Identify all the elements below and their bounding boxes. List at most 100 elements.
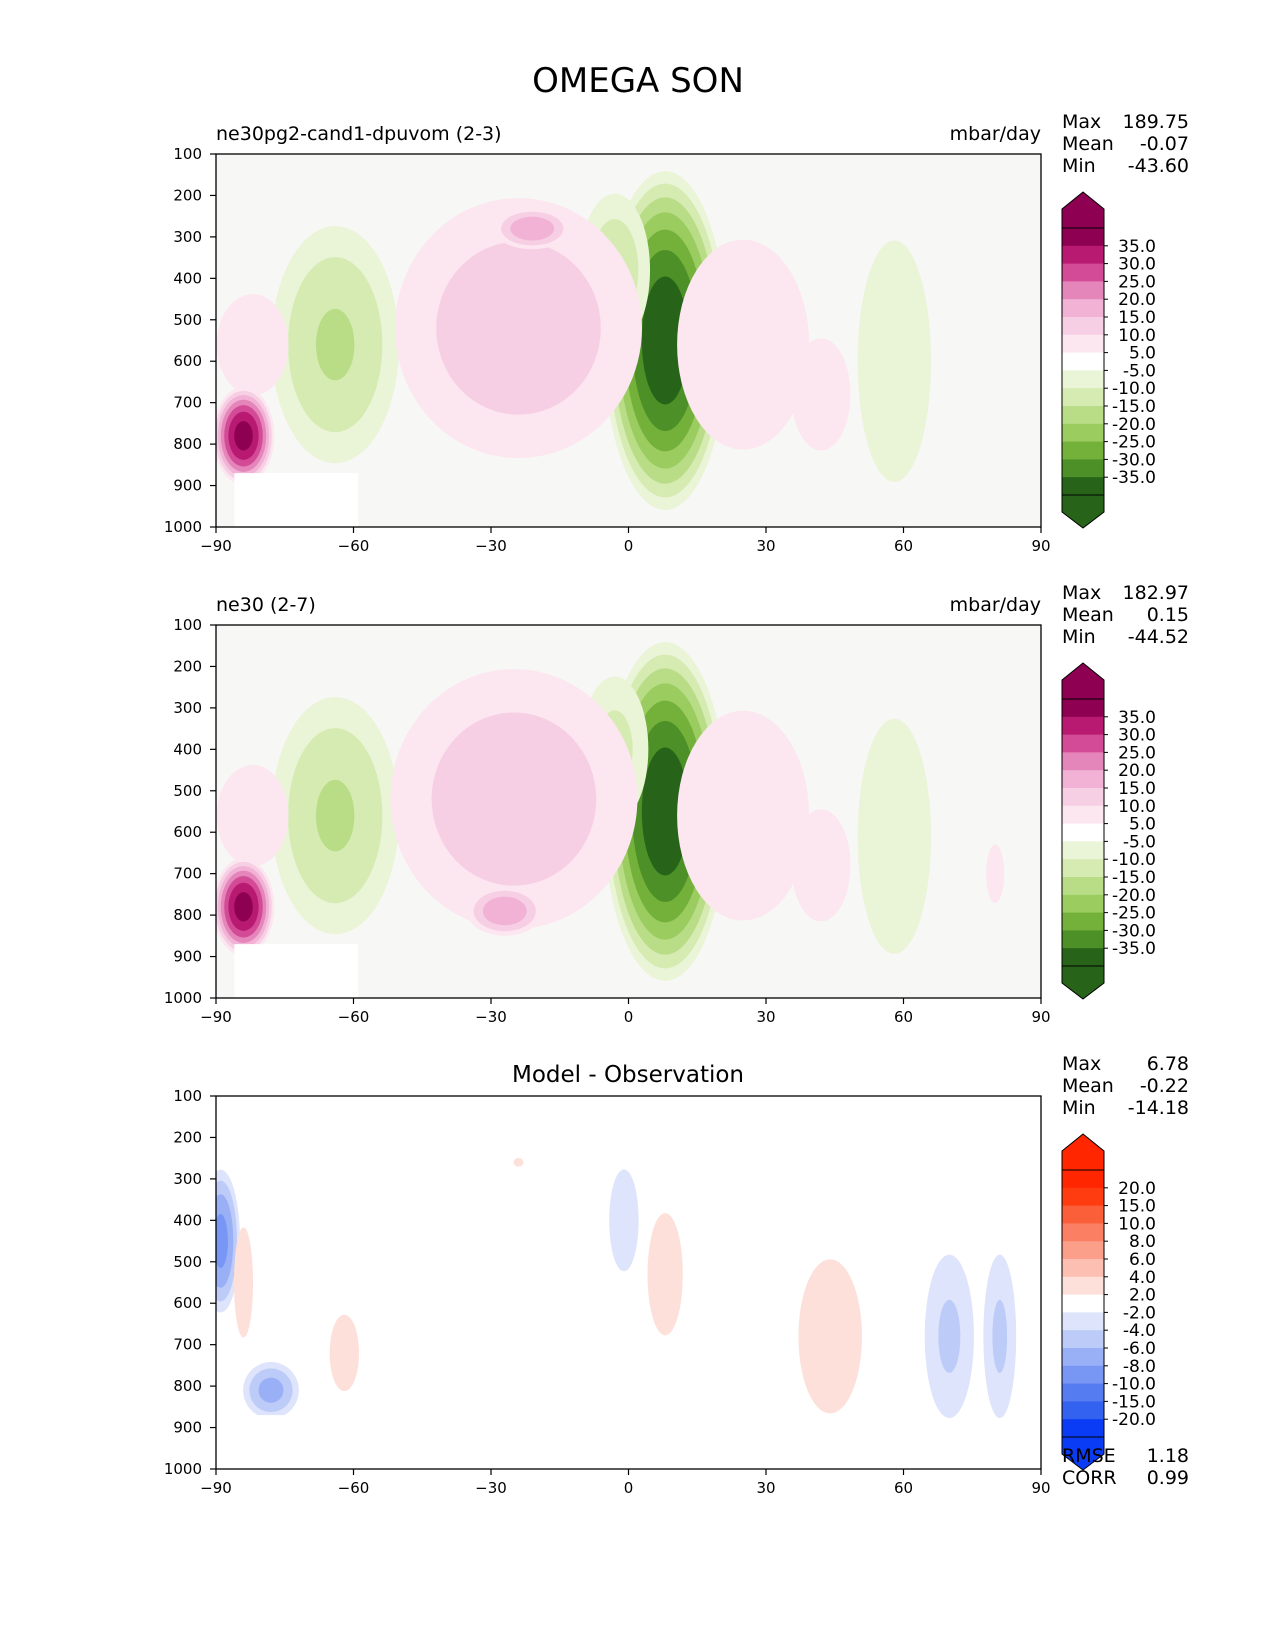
stat-label: Mean: [1062, 133, 1114, 155]
y-tick-label: 1000: [164, 1460, 202, 1478]
y-tick-label: 900: [173, 1419, 202, 1437]
panel-reference: ne30 (2-7) mbar/day −90 −60 −30 0 30 60 90 100 2…: [164, 582, 1189, 1026]
contour-band: [609, 1169, 639, 1272]
colorbar-band: [1062, 859, 1104, 878]
x-tick-label: 90: [1031, 537, 1050, 555]
positive-anomaly-4: [395, 198, 642, 458]
colorbar-label: 35.0: [1118, 708, 1156, 728]
colorbar-label: -25.0: [1112, 904, 1156, 924]
colorbar-label: -5.0: [1123, 832, 1156, 852]
colorbar-band: [1062, 1365, 1104, 1384]
x-tick-label: −30: [475, 537, 507, 555]
x-tick-label: 30: [756, 1008, 775, 1026]
contour-band: [510, 216, 555, 241]
stat-value: -0.07: [1140, 133, 1189, 155]
colorbar-label: -15.0: [1112, 868, 1156, 888]
units-label: mbar/day: [950, 123, 1041, 145]
colorbar-label: 20.0: [1118, 761, 1156, 781]
colorbar-band: [1062, 788, 1104, 807]
colorbar-label: 25.0: [1118, 743, 1156, 763]
y-tick-label: 500: [173, 1253, 202, 1271]
colorbar-label: 25.0: [1118, 272, 1156, 292]
colorbar-band: [1062, 352, 1104, 371]
colorbar-band: [1062, 805, 1104, 824]
stat-value: 189.75: [1123, 111, 1189, 133]
colorbar-label: 30.0: [1118, 726, 1156, 746]
x-tick-label: −60: [338, 537, 370, 555]
y-tick-label: 500: [173, 311, 202, 329]
colorbar-band: [1062, 299, 1104, 318]
y-tick-label: 200: [173, 186, 202, 204]
contour-band: [329, 1314, 360, 1392]
y-tick-label: 600: [173, 352, 202, 370]
stat-label: Mean: [1062, 604, 1114, 626]
colorbar-max-extension: [1061, 1133, 1105, 1171]
colorbar-label: 15.0: [1118, 1197, 1156, 1217]
masked-region: [216, 1415, 349, 1469]
axis-ticks: −90 −60 −30 0 30 60 90 100 200 300 400 500 600 700 800…: [164, 1087, 1051, 1497]
y-tick-label: 900: [173, 477, 202, 495]
positive-anomaly-5: [647, 1213, 683, 1336]
x-tick-label: −90: [200, 1479, 232, 1497]
panel-title: ne30pg2-cand1-dpuvom (2-3): [216, 123, 502, 145]
plot-area-background: [216, 1096, 1041, 1469]
stat-label: Max: [1062, 582, 1101, 604]
colorbar-band: [1062, 1276, 1104, 1295]
colorbar-band: [1062, 1312, 1104, 1331]
colorbar-band: [1062, 1223, 1104, 1242]
contour-band: [216, 765, 289, 867]
y-tick-label: 100: [173, 145, 202, 163]
x-tick-label: −90: [200, 1008, 232, 1026]
stats-block: Max 182.97 Mean 0.15 Min -44.52: [1062, 582, 1189, 648]
positive-anomaly-7: [791, 809, 851, 922]
colorbar-max-extension: [1061, 191, 1105, 229]
colorbar: 20.015.010.08.06.04.02.0-2.0-4.0-6.0-8.0…: [1061, 1133, 1156, 1471]
stat-label: Mean: [1062, 1075, 1114, 1097]
x-tick-label: 60: [894, 1479, 913, 1497]
positive-anomaly-10: [216, 857, 275, 956]
contour-band: [258, 1377, 284, 1403]
colorbar-label: 35.0: [1118, 237, 1156, 257]
y-tick-label: 400: [173, 269, 202, 287]
negative-anomaly-7: [924, 1254, 974, 1419]
positive-anomaly-6: [798, 1259, 862, 1414]
y-tick-label: 800: [173, 1377, 202, 1395]
y-tick-label: 700: [173, 394, 202, 412]
contour-field: [216, 171, 931, 527]
stat-value: -0.22: [1140, 1075, 1189, 1097]
units-label: mbar/day: [950, 594, 1041, 616]
positive-anomaly-4: [390, 669, 638, 929]
positive-anomaly-6: [677, 710, 810, 921]
colorbar-label: -10.0: [1112, 379, 1156, 399]
stats-block: Max 6.78 Mean -0.22 Min -14.18: [1062, 1053, 1189, 1119]
negative-anomaly-4: [609, 1169, 639, 1272]
colorbar-band: [1062, 1383, 1104, 1402]
x-tick-label: −30: [475, 1479, 507, 1497]
panel-title: ne30 (2-7): [216, 594, 316, 616]
positive-anomaly-9: [216, 765, 289, 867]
contour-band: [857, 718, 931, 954]
colorbar-band: [1062, 228, 1104, 247]
colorbar-label: 5.0: [1129, 344, 1156, 364]
x-tick-label: 60: [894, 537, 913, 555]
y-tick-label: 300: [173, 699, 202, 717]
x-tick-label: 30: [756, 537, 775, 555]
x-tick-label: −30: [475, 1008, 507, 1026]
positive-anomaly-5: [466, 886, 543, 936]
y-tick-label: 800: [173, 435, 202, 453]
colorbar-band: [1062, 423, 1104, 442]
colorbar-label: -35.0: [1112, 468, 1156, 488]
colorbar-band: [1062, 716, 1104, 735]
colorbar-label: 8.0: [1129, 1232, 1156, 1252]
colorbar-label: -10.0: [1112, 1375, 1156, 1395]
colorbar: 35.030.025.020.015.010.05.0-5.0-10.0-15.…: [1061, 662, 1156, 1000]
colorbar-band: [1062, 334, 1104, 353]
contour-band: [482, 896, 527, 926]
negative-anomaly-1: [243, 1362, 299, 1419]
colorbar-min-extension: [1061, 494, 1105, 529]
colorbar: 35.030.025.020.015.010.05.0-5.0-10.0-15.…: [1061, 191, 1156, 529]
colorbar-band: [1062, 459, 1104, 478]
y-tick-label: 400: [173, 740, 202, 758]
y-tick-label: 100: [173, 1087, 202, 1105]
colorbar-band: [1062, 441, 1104, 460]
